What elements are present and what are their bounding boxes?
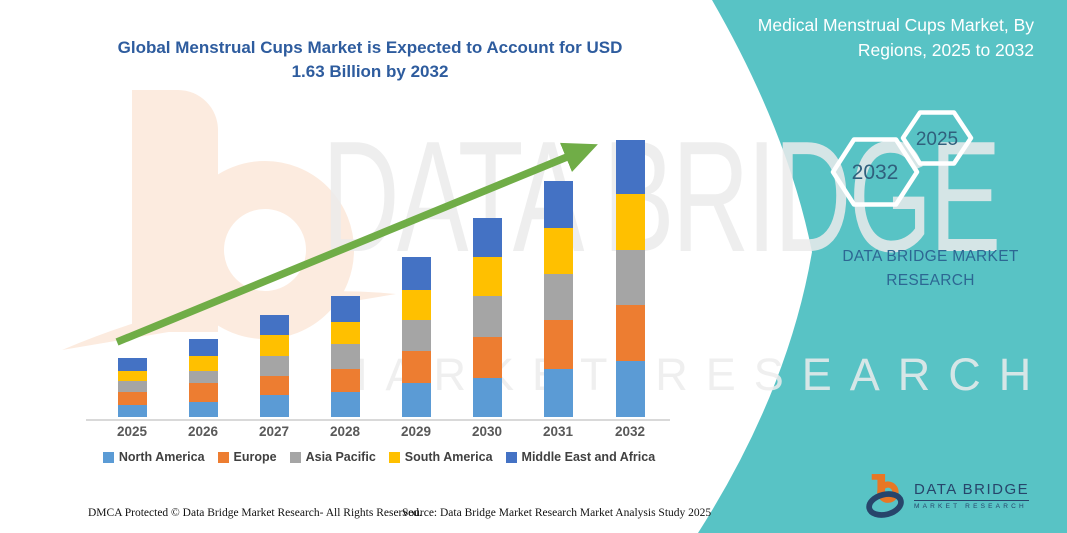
watermark-text: DATA BRIDGE [322,109,1001,285]
bar-segment [330,343,360,370]
bar-segment [472,377,502,417]
bar-segment [615,139,645,195]
bar-2026 [188,338,218,417]
footer-logo-text: DATA BRIDGE MARKET RESEARCH [914,480,1030,510]
x-axis-label: 2027 [258,424,290,439]
legend-item: Middle East and Africa [505,450,656,464]
bar-segment [117,405,147,417]
bar-segment [543,369,573,417]
bar-segment [259,315,289,336]
bar-2028 [330,296,360,417]
hexagon-label-2025: 2025 [915,129,959,150]
x-axis-label: 2025 [116,424,148,439]
bar-segment [401,383,431,417]
bar-segment [472,337,502,378]
legend-swatch-icon [289,451,301,463]
legend: North America Europe Asia Pacific South Ame… [88,450,670,464]
bar-2031 [543,180,573,417]
bar-segment [543,228,573,275]
bar-segment [259,355,289,377]
bar-segment [615,304,645,361]
bar-segment [472,257,502,297]
bar-2030 [472,218,502,417]
bar-segment [543,180,573,229]
bar-segment [615,194,645,251]
bar-segment [472,296,502,338]
footer-logo-divider [914,499,1030,501]
legend-swatch-icon [505,451,517,463]
legend-label: North America [118,450,205,464]
legend-swatch-icon [102,451,114,463]
bar-segment [472,218,502,258]
bar-segment [401,350,431,383]
bar-segment [401,257,431,290]
bar-2029 [401,257,431,417]
bar-segment [188,401,218,417]
footer-logo: DATA BRIDGE MARKET RESEARCH [866,470,1030,520]
bar-segment [117,381,147,392]
bar-segment [330,369,360,392]
x-axis-label: 2032 [614,424,646,439]
legend-item: South America [388,450,493,464]
bar-segment [117,391,147,406]
side-panel-heading: Medical Menstrual Cups Market, By Region… [757,15,1034,61]
bar-segment [259,394,289,417]
x-axis-label: 2029 [400,424,432,439]
hexagon-label-2032: 2032 [851,161,899,184]
bar-segment [330,391,360,417]
dmca-notice: DMCA Protected © Data Bridge Market Rese… [88,507,422,519]
bar-segment [543,274,573,321]
x-axis-label: 2031 [542,424,574,439]
footer-logo-title: DATA BRIDGE [914,480,1030,498]
bar-segment [543,320,573,370]
bar-2025 [117,357,147,417]
footer-logo-subtitle: MARKET RESEARCH [914,502,1027,510]
legend-swatch-icon [217,451,229,463]
bar-segment [615,250,645,305]
bar-segment [188,383,218,402]
x-axis-line [86,419,670,421]
bar-segment [615,360,645,417]
legend-item: Asia Pacific [289,450,376,464]
legend-item: North America [102,450,205,464]
brand-text: DATA BRIDGE MARKET RESEARCH [842,248,1019,290]
bar-segment [330,321,360,344]
bar-2027 [259,315,289,417]
bar-segment [401,320,431,351]
data-bridge-logo-icon [866,474,904,518]
bar-segment [401,289,431,321]
legend-item: Europe [217,450,277,464]
legend-label: Asia Pacific [305,450,376,464]
legend-label: Middle East and Africa [521,450,656,464]
bar-segment [188,338,218,356]
legend-swatch-icon [388,451,400,463]
chart-title: Global Menstrual Cups Market is Expected… [117,38,623,81]
bar-segment [330,296,360,322]
bar-segment [117,357,147,372]
watermark-subtext: MARKET RESEARCH [330,349,1050,400]
bar-segment [259,335,289,356]
bar-segment [188,371,218,384]
legend-label: South America [404,450,493,464]
x-axis-label: 2030 [471,424,503,439]
x-axis-label: 2026 [187,424,219,439]
bar-segment [259,376,289,395]
legend-label: Europe [233,450,277,464]
bar-segment [188,355,218,372]
source-notice: Source: Data Bridge Market Research Mark… [402,507,712,519]
x-axis-label: 2028 [329,424,361,439]
bar-segment [117,371,147,382]
bar-2032 [615,139,645,417]
